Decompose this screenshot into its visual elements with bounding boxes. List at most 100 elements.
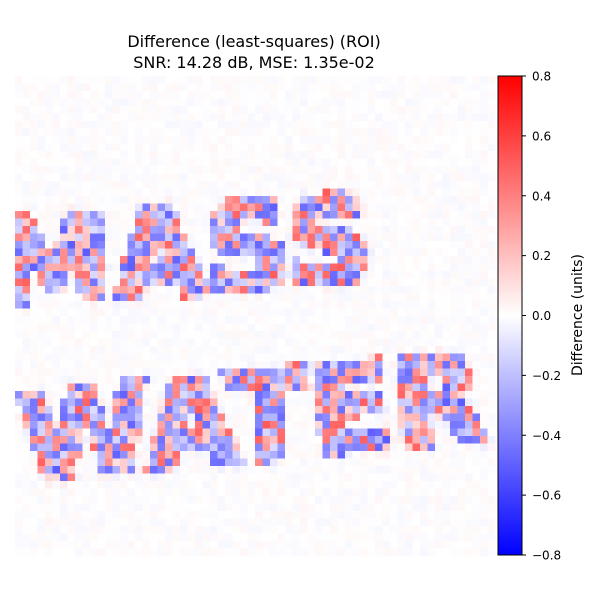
- heatmap-cell: [285, 413, 293, 422]
- heatmap-cell: [75, 316, 83, 324]
- heatmap-cell: [112, 286, 121, 294]
- heatmap-cell: [180, 151, 188, 159]
- heatmap-cell: [127, 428, 136, 437]
- heatmap-cell: [127, 316, 136, 324]
- heatmap-cell: [405, 406, 413, 414]
- heatmap-cell: [322, 413, 331, 422]
- heatmap-cell: [30, 158, 38, 167]
- heatmap-cell: [225, 113, 233, 122]
- heatmap-cell: [15, 308, 23, 317]
- heatmap-cell: [225, 361, 233, 369]
- heatmap-cell: [45, 376, 53, 384]
- heatmap-cell: [255, 256, 263, 264]
- heatmap-cell: [232, 481, 241, 489]
- heatmap-cell: [22, 421, 31, 429]
- heatmap-cell: [337, 481, 346, 489]
- heatmap-cell: [247, 158, 256, 167]
- heatmap-cell: [360, 166, 368, 174]
- heatmap-cell: [135, 181, 143, 189]
- heatmap-cell: [465, 173, 473, 182]
- heatmap-cell: [307, 376, 316, 384]
- heatmap-cell: [172, 263, 181, 272]
- heatmap-cell: [472, 76, 481, 84]
- heatmap-cell: [375, 76, 383, 84]
- heatmap-cell: [82, 248, 91, 257]
- heatmap-cell: [30, 526, 38, 534]
- heatmap-cell: [30, 361, 38, 369]
- heatmap-cell: [315, 488, 323, 497]
- heatmap-cell: [382, 338, 391, 347]
- heatmap-cell: [277, 548, 286, 557]
- heatmap-cell: [187, 383, 196, 392]
- heatmap-cell: [112, 511, 121, 519]
- heatmap-cell: [82, 428, 91, 437]
- heatmap-cell: [195, 406, 203, 414]
- heatmap-cell: [382, 526, 391, 534]
- heatmap-cell: [195, 496, 203, 504]
- heatmap-cell: [120, 173, 128, 182]
- heatmap-cell: [30, 451, 38, 459]
- heatmap-cell: [397, 196, 406, 204]
- heatmap-cell: [307, 241, 316, 249]
- heatmap-cell: [292, 533, 301, 542]
- heatmap-cell: [210, 98, 218, 107]
- heatmap-cell: [375, 331, 383, 339]
- heatmap-cell: [180, 158, 188, 167]
- heatmap-cell: [90, 353, 98, 362]
- heatmap-cell: [142, 481, 151, 489]
- heatmap-cell: [397, 481, 406, 489]
- heatmap-cell: [82, 361, 91, 369]
- heatmap-cell: [75, 188, 83, 197]
- heatmap-cell: [195, 338, 203, 347]
- heatmap-cell: [330, 391, 338, 399]
- heatmap-cell: [262, 496, 271, 504]
- heatmap-cell: [247, 218, 256, 227]
- heatmap-cell: [240, 308, 248, 317]
- heatmap-cell: [442, 83, 451, 92]
- heatmap-cell: [45, 263, 53, 272]
- heatmap-cell: [307, 121, 316, 129]
- heatmap-cell: [427, 406, 436, 414]
- heatmap-cell: [345, 271, 353, 279]
- heatmap-cell: [120, 466, 128, 474]
- heatmap-cell: [60, 503, 68, 512]
- heatmap-cell: [397, 548, 406, 557]
- heatmap-cell: [15, 481, 23, 489]
- heatmap-cell: [262, 83, 271, 92]
- heatmap-cell: [375, 451, 383, 459]
- heatmap-cell: [472, 451, 481, 459]
- heatmap-cell: [105, 518, 113, 527]
- heatmap-cell: [367, 421, 376, 429]
- heatmap-cell: [292, 248, 301, 257]
- heatmap-cell: [382, 151, 391, 159]
- heatmap-cell: [457, 541, 466, 549]
- heatmap-cell: [112, 451, 121, 459]
- heatmap-cell: [187, 211, 196, 219]
- heatmap-cell: [240, 181, 248, 189]
- heatmap-cell: [195, 271, 203, 279]
- heatmap-cell: [322, 488, 331, 497]
- heatmap-cell: [97, 406, 106, 414]
- heatmap-cell: [270, 406, 278, 414]
- heatmap-cell: [330, 218, 338, 227]
- heatmap-cell: [45, 436, 53, 444]
- heatmap-cell: [67, 323, 76, 332]
- heatmap-cell: [67, 346, 76, 354]
- heatmap-cell: [135, 91, 143, 99]
- heatmap-cell: [172, 518, 181, 527]
- heatmap-cell: [337, 526, 346, 534]
- heatmap-cell: [487, 151, 496, 159]
- heatmap-cell: [172, 406, 181, 414]
- heatmap-cell: [345, 413, 353, 422]
- heatmap-cell: [135, 541, 143, 549]
- heatmap-cell: [450, 106, 458, 114]
- heatmap-cell: [262, 196, 271, 204]
- heatmap-cell: [187, 481, 196, 489]
- heatmap-cell: [412, 211, 421, 219]
- heatmap-cell: [127, 263, 136, 272]
- heatmap-cell: [240, 83, 248, 92]
- heatmap-cell: [202, 271, 211, 279]
- heatmap-cell: [457, 383, 466, 392]
- heatmap-cell: [15, 488, 23, 497]
- heatmap-cell: [240, 188, 248, 197]
